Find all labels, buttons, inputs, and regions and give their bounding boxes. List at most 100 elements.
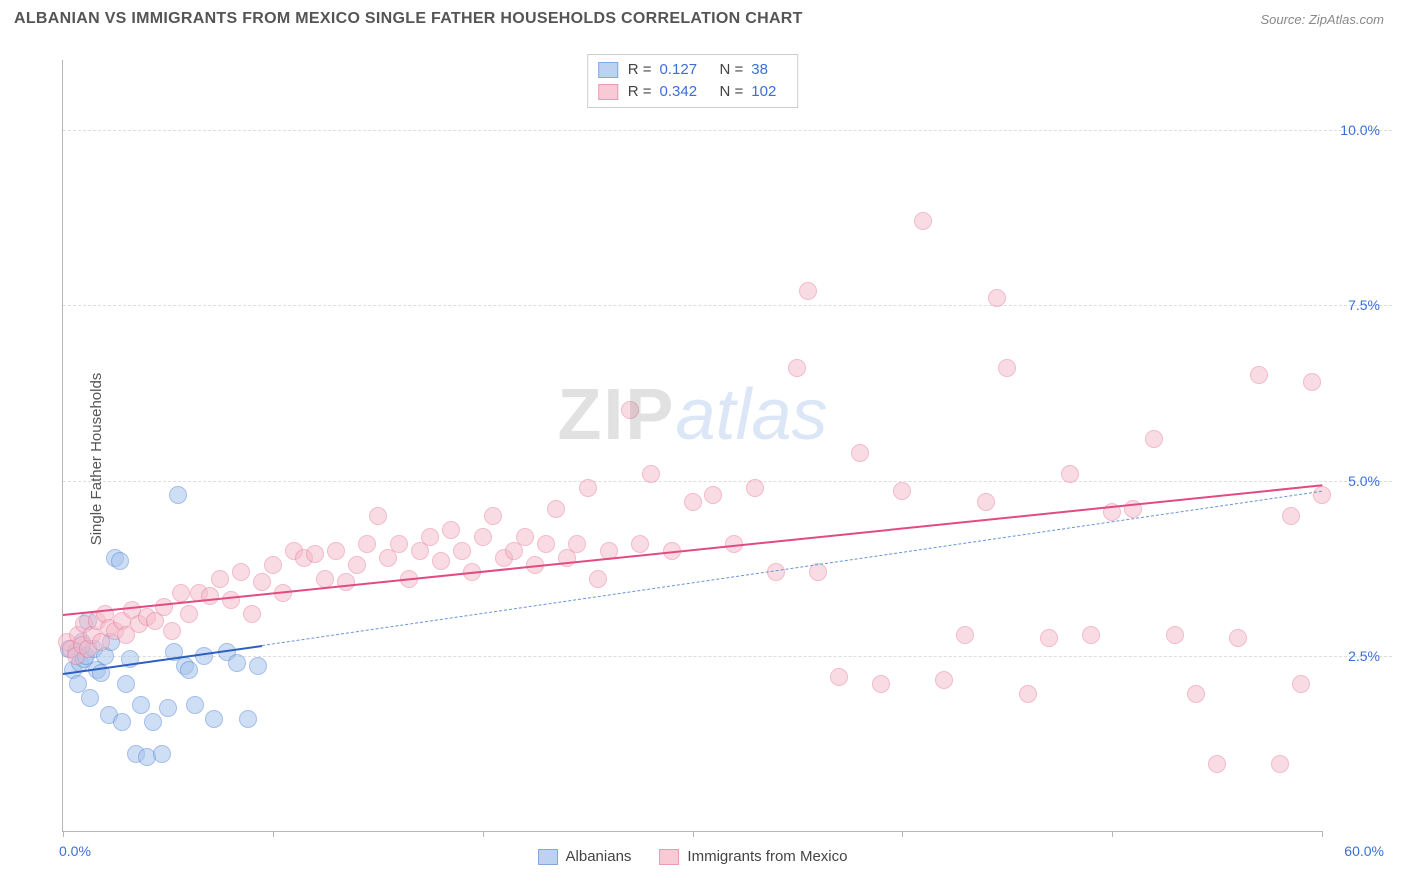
data-point-mexico	[243, 605, 261, 623]
legend-stats-box: R =0.127N =38R =0.342N =102	[587, 54, 799, 108]
chart-area: Single Father Households ZIPatlas R =0.1…	[14, 40, 1392, 878]
data-point-mexico	[369, 507, 387, 525]
data-point-mexico	[327, 542, 345, 560]
legend-r-label: R =	[628, 59, 652, 81]
y-tick-label: 2.5%	[1348, 648, 1380, 664]
data-point-mexico	[1271, 755, 1289, 773]
data-point-mexico	[746, 479, 764, 497]
data-point-mexico	[432, 552, 450, 570]
data-point-mexico	[337, 573, 355, 591]
y-tick-label: 10.0%	[1340, 122, 1380, 138]
data-point-mexico	[1145, 430, 1163, 448]
data-point-mexico	[484, 507, 502, 525]
x-tick	[1112, 831, 1113, 837]
data-point-albanians	[249, 657, 267, 675]
data-point-mexico	[264, 556, 282, 574]
data-point-mexico	[788, 359, 806, 377]
data-point-mexico	[421, 528, 439, 546]
data-point-mexico	[1208, 755, 1226, 773]
data-point-albanians	[153, 745, 171, 763]
gridline-h	[63, 656, 1392, 657]
legend-label-albanians: Albanians	[566, 848, 632, 865]
data-point-albanians	[205, 710, 223, 728]
data-point-mexico	[232, 563, 250, 581]
data-point-mexico	[893, 482, 911, 500]
data-point-mexico	[621, 401, 639, 419]
gridline-h	[63, 130, 1392, 131]
data-point-albanians	[81, 689, 99, 707]
data-point-mexico	[1282, 507, 1300, 525]
data-point-mexico	[201, 587, 219, 605]
data-point-mexico	[568, 535, 586, 553]
gridline-h	[63, 305, 1392, 306]
data-point-mexico	[1303, 373, 1321, 391]
legend-r-value: 0.342	[660, 81, 710, 103]
data-point-mexico	[222, 591, 240, 609]
legend-item-albanians: Albanians	[538, 848, 632, 865]
data-point-mexico	[1187, 685, 1205, 703]
data-point-mexico	[914, 212, 932, 230]
chart-source: Source: ZipAtlas.com	[1260, 12, 1384, 27]
data-point-mexico	[1166, 626, 1184, 644]
legend-series: Albanians Immigrants from Mexico	[538, 848, 848, 865]
data-point-mexico	[358, 535, 376, 553]
data-point-mexico	[684, 493, 702, 511]
gridline-h	[63, 481, 1392, 482]
trendline-dash-albanians	[262, 491, 1322, 646]
data-point-albanians	[239, 710, 257, 728]
data-point-albanians	[169, 486, 187, 504]
chart-header: ALBANIAN VS IMMIGRANTS FROM MEXICO SINGL…	[0, 0, 1406, 32]
data-point-mexico	[1061, 465, 1079, 483]
x-tick	[483, 831, 484, 837]
data-point-mexico	[1019, 685, 1037, 703]
legend-swatch-albanians	[598, 62, 618, 78]
data-point-mexico	[1082, 626, 1100, 644]
data-point-albanians	[111, 552, 129, 570]
x-axis-max-label: 60.0%	[1344, 843, 1384, 859]
data-point-albanians	[228, 654, 246, 672]
watermark: ZIPatlas	[557, 374, 827, 456]
data-point-albanians	[132, 696, 150, 714]
legend-item-mexico: Immigrants from Mexico	[659, 848, 847, 865]
data-point-mexico	[977, 493, 995, 511]
data-point-mexico	[988, 289, 1006, 307]
data-point-mexico	[163, 622, 181, 640]
data-point-mexico	[390, 535, 408, 553]
data-point-mexico	[155, 598, 173, 616]
chart-title: ALBANIAN VS IMMIGRANTS FROM MEXICO SINGL…	[14, 10, 803, 28]
data-point-mexico	[306, 545, 324, 563]
legend-r-label: R =	[628, 81, 652, 103]
data-point-mexico	[1292, 675, 1310, 693]
legend-n-label: N =	[720, 81, 744, 103]
data-point-mexico	[631, 535, 649, 553]
x-tick	[693, 831, 694, 837]
x-axis-min-label: 0.0%	[59, 843, 91, 859]
data-point-albanians	[117, 675, 135, 693]
data-point-albanians	[144, 713, 162, 731]
data-point-mexico	[537, 535, 555, 553]
data-point-mexico	[442, 521, 460, 539]
data-point-mexico	[642, 465, 660, 483]
data-point-mexico	[348, 556, 366, 574]
data-point-mexico	[956, 626, 974, 644]
data-point-mexico	[1250, 366, 1268, 384]
legend-stats-row-mexico: R =0.342N =102	[598, 81, 784, 103]
legend-swatch-mexico	[659, 849, 679, 865]
watermark-atlas: atlas	[675, 375, 827, 455]
data-point-albanians	[186, 696, 204, 714]
x-tick	[273, 831, 274, 837]
y-tick-label: 5.0%	[1348, 473, 1380, 489]
data-point-mexico	[704, 486, 722, 504]
legend-swatch-albanians	[538, 849, 558, 865]
data-point-mexico	[998, 359, 1016, 377]
data-point-mexico	[211, 570, 229, 588]
data-point-mexico	[516, 528, 534, 546]
x-tick	[902, 831, 903, 837]
data-point-albanians	[113, 713, 131, 731]
data-point-mexico	[547, 500, 565, 518]
data-point-mexico	[316, 570, 334, 588]
data-point-albanians	[180, 661, 198, 679]
data-point-mexico	[180, 605, 198, 623]
data-point-mexico	[1040, 629, 1058, 647]
legend-n-value: 38	[751, 59, 783, 81]
